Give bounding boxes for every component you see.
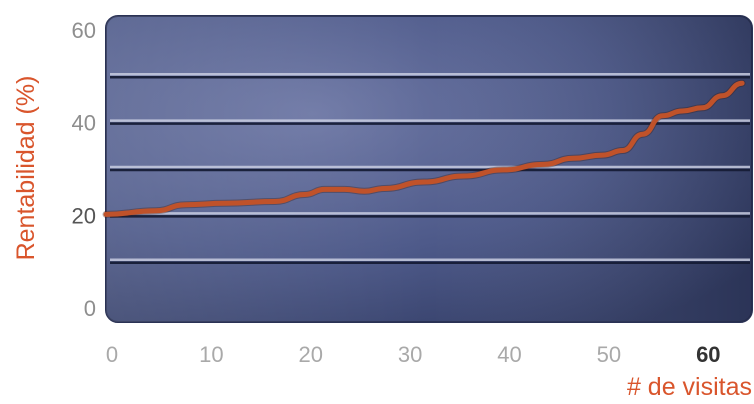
x-tick-label: 40: [497, 342, 521, 367]
series-layer: [102, 79, 746, 218]
y-tick-label: 20: [72, 203, 96, 228]
x-tick-label: 50: [597, 342, 621, 367]
grid-lines: [110, 73, 750, 264]
y-tick-label: 0: [84, 296, 96, 321]
x-axis-label: # de visitas: [627, 373, 752, 401]
y-tick-label: 40: [72, 111, 96, 136]
y-axis-label: Rentabilidad (%): [12, 76, 40, 261]
y-axis-ticks: 0 20 40 60: [72, 18, 96, 321]
y-tick-label: 60: [72, 18, 96, 43]
x-tick-label: 60: [696, 342, 720, 367]
x-tick-label: 0: [106, 342, 118, 367]
x-tick-label: 20: [299, 342, 323, 367]
x-tick-label: 30: [398, 342, 422, 367]
x-axis-ticks: 0 10 20 30 40 50 60: [106, 342, 721, 367]
x-tick-label: 10: [199, 342, 223, 367]
series-line: [103, 80, 745, 217]
